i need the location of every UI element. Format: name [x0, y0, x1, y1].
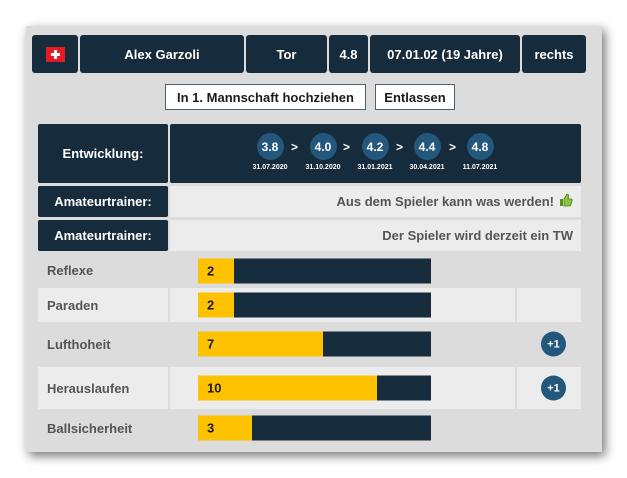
- skill-bar: 2: [198, 258, 431, 283]
- development-value: 3.8: [256, 133, 284, 160]
- skill-bar-fill: [198, 375, 378, 401]
- skill-bar-fill: [198, 415, 252, 441]
- development-value: 4.2: [361, 133, 389, 160]
- coach-comment-text: Der Spieler wird derzeit ein TW: [382, 228, 573, 243]
- development-step: 4.8 11.07.2021: [455, 133, 505, 171]
- skill-bar-fill: [198, 292, 234, 318]
- development-date: 31.07.2020: [252, 164, 288, 171]
- player-name: Alex Garzoli: [80, 35, 244, 73]
- development-step: 4.2 31.01.2021: [350, 133, 400, 171]
- skill-bar: 2: [198, 292, 431, 318]
- development-value: 4.8: [466, 133, 494, 160]
- increase-skill-button[interactable]: +1: [541, 331, 566, 357]
- coach-comment: Der Spieler wird derzeit ein TW: [170, 220, 581, 251]
- development-separator: >: [291, 140, 299, 154]
- coach-label: Amateurtrainer:: [38, 220, 168, 251]
- skill-value: 7: [207, 336, 215, 352]
- player-foot: rechts: [522, 35, 586, 73]
- skill-value: 2: [207, 297, 215, 313]
- development-panel: 3.8 31.07.2020 > 4.0 31.10.2020 > 4.2 31…: [170, 124, 581, 183]
- skill-row: Herauslaufen 10 +1: [38, 367, 581, 409]
- swiss-flag-icon: [45, 46, 65, 62]
- skill-row: Lufthoheit 7 +1: [38, 324, 581, 364]
- development-separator: >: [449, 140, 457, 154]
- development-step: 4.4 30.04.2021: [402, 133, 452, 171]
- development-step: 4.0 31.10.2020: [298, 133, 348, 171]
- skill-value: 10: [207, 380, 222, 396]
- player-strength: 4.8: [329, 35, 368, 73]
- skill-bar: 3: [198, 415, 431, 441]
- skill-bar: 10: [198, 375, 431, 401]
- development-value: 4.0: [309, 133, 337, 160]
- increase-skill-button[interactable]: +1: [541, 375, 566, 401]
- nationality-cell: [32, 35, 78, 73]
- coach-label: Amateurtrainer:: [38, 186, 168, 217]
- skill-value: 3: [207, 420, 215, 436]
- skill-bar-fill: [198, 258, 234, 283]
- skill-row: Reflexe 2: [38, 255, 581, 286]
- development-date: 31.01.2021: [357, 164, 393, 171]
- development-date: 11.07.2021: [462, 164, 498, 171]
- development-label: Entwicklung:: [38, 124, 168, 183]
- development-date: 31.10.2020: [305, 164, 341, 171]
- thumbs-up-icon: [559, 193, 573, 210]
- skill-bar-fill: [198, 331, 324, 357]
- release-button[interactable]: Entlassen: [375, 84, 455, 110]
- coach-comment: Aus dem Spieler kann was werden!: [170, 186, 581, 217]
- skill-row: Ballsicherheit 3: [38, 411, 581, 445]
- player-card: Alex Garzoli Tor 4.8 07.01.02 (19 Jahre)…: [26, 26, 602, 452]
- development-step: 3.8 31.07.2020: [245, 133, 295, 171]
- skill-name: Herauslaufen: [47, 380, 130, 396]
- skill-value: 2: [207, 263, 215, 278]
- skill-name: Paraden: [47, 297, 99, 313]
- development-date: 30.04.2021: [409, 164, 445, 171]
- player-birthdate: 07.01.02 (19 Jahre): [370, 35, 520, 73]
- coach-comment-text: Aus dem Spieler kann was werden!: [336, 194, 554, 209]
- development-value: 4.4: [413, 133, 441, 160]
- skill-name: Reflexe: [47, 263, 94, 278]
- player-position: Tor: [246, 35, 327, 73]
- promote-button[interactable]: In 1. Mannschaft hochziehen: [165, 84, 366, 110]
- skill-name: Lufthoheit: [47, 336, 111, 352]
- skill-bar: 7: [198, 331, 431, 357]
- development-separator: >: [396, 140, 404, 154]
- development-separator: >: [343, 140, 351, 154]
- skill-row: Paraden 2: [38, 288, 581, 322]
- skill-name: Ballsicherheit: [47, 420, 133, 436]
